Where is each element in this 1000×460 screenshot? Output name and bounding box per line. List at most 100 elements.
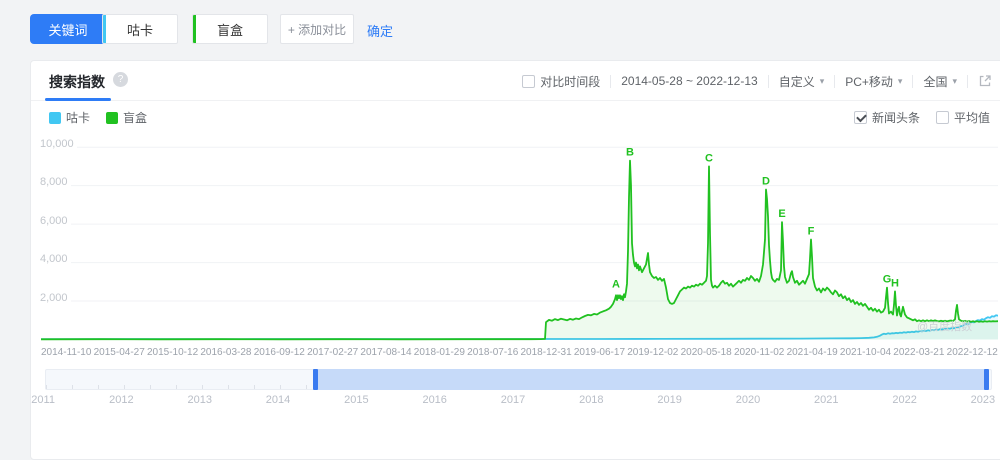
year-label-2015: 2015: [344, 394, 369, 406]
keyword-chip-1-label: 咕卡: [126, 22, 153, 38]
top-toolbar: 关键词 咕卡 盲盒 + 添加对比 确定: [0, 0, 1000, 60]
x-tick-label: 2014-11-10: [41, 347, 92, 358]
export-icon[interactable]: [978, 74, 992, 88]
x-tick-label: 2022-12-12: [946, 347, 998, 358]
series-legend: 咕卡 盲盒: [49, 109, 147, 126]
year-label-2020: 2020: [735, 394, 761, 406]
x-tick-label: 2020-11-02: [733, 347, 785, 358]
legend-swatch-1: [49, 112, 61, 124]
compare-period-control[interactable]: 对比时间段: [522, 73, 600, 90]
custom-dropdown-label: 自定义: [778, 74, 815, 89]
divider: [610, 74, 612, 88]
average-label: 平均值: [953, 111, 990, 125]
watermark: @百度指数: [917, 321, 973, 333]
help-icon[interactable]: ?: [113, 72, 128, 87]
news-headlines-checkbox[interactable]: [853, 111, 867, 124]
peak-label-H: H: [891, 277, 899, 289]
legend-label-2: 盲盒: [123, 111, 148, 125]
keyword-color-bar-2: [193, 15, 196, 43]
timeline-year-labels: 2011 2012 2013 2014 2015 2016 2017 2018 2019 2020…: [31, 394, 995, 408]
x-axis-labels: 2014-11-10 2015-04-27 2015-10-12 2016-03-28…: [41, 347, 998, 358]
compare-period-checkbox[interactable]: [522, 74, 536, 88]
keyword-color-bar-1: [103, 15, 106, 43]
x-tick-label: 2017-02-27: [307, 347, 359, 358]
keyword-chip-1[interactable]: 咕卡: [102, 14, 178, 44]
active-tab-indicator: [45, 98, 111, 101]
legend-item-2[interactable]: 盲盒: [106, 109, 147, 126]
chevron-down-icon: ▾: [952, 75, 957, 86]
year-label-2019: 2019: [657, 394, 682, 406]
series-line-盲盒: [41, 159, 998, 341]
search-index-panel: 搜索指数 ? 对比时间段 2014-05-28 ~ 2022-12-13 自定义…: [30, 60, 1000, 460]
peak-label-A: A: [612, 278, 620, 290]
y-tick-label: 2,000: [37, 291, 71, 305]
overlay-options: 新闻头条 平均值: [853, 109, 990, 126]
legend-row: 咕卡 盲盒 新闻头条 平均值: [31, 101, 1000, 133]
x-tick-label: 2021-10-04: [839, 347, 892, 358]
divider: [967, 74, 968, 88]
region-dropdown[interactable]: 全国 ▾: [923, 73, 957, 90]
y-tick-label: 6,000: [37, 214, 71, 228]
chevron-down-icon: ▾: [897, 75, 903, 86]
y-tick-label: 10,000: [37, 137, 77, 151]
line-chart: A B C D E F G H: [41, 147, 998, 341]
x-tick-label: 2018-07-16: [467, 347, 519, 358]
keyword-chip-2[interactable]: 盲盒: [192, 14, 268, 44]
x-tick-label: 2015-10-12: [146, 347, 199, 358]
x-tick-label: 2018-01-29: [413, 347, 465, 358]
year-label-2016: 2016: [422, 394, 447, 406]
date-range-control[interactable]: 2014-05-28 ~ 2022-12-13: [621, 74, 758, 88]
region-dropdown-label: 全国: [923, 74, 948, 89]
legend-swatch-2: [106, 112, 119, 124]
series-area-盲盒: [41, 160, 998, 340]
slider-handle-right[interactable]: [984, 369, 990, 390]
x-tick-label: 2017-08-14: [360, 347, 412, 358]
timeline-slider[interactable]: [45, 369, 992, 390]
x-tick-label: 2016-03-28: [200, 347, 252, 358]
x-tick-label: 2020-05-18: [680, 347, 732, 358]
year-label-2021: 2021: [814, 394, 839, 406]
x-tick-label: 2018-12-31: [520, 347, 572, 358]
y-tick-label: 4,000: [37, 253, 71, 267]
chevron-down-icon: ▾: [819, 75, 825, 86]
x-tick-label: 2021-04-19: [786, 347, 838, 358]
year-label-2013: 2013: [187, 394, 212, 406]
custom-dropdown[interactable]: 自定义 ▾: [779, 73, 825, 90]
divider: [834, 74, 836, 88]
news-headlines-label: 新闻头条: [871, 111, 920, 125]
slider-selection[interactable]: [315, 369, 988, 390]
legend-label-1: 咕卡: [66, 111, 91, 125]
peak-label-C: C: [705, 152, 713, 164]
x-tick-label: 2019-12-02: [627, 347, 679, 358]
header-controls: 对比时间段 2014-05-28 ~ 2022-12-13 自定义 ▾ PC+移…: [522, 61, 992, 101]
confirm-button[interactable]: 确定: [367, 24, 394, 39]
x-tick-label: 2019-06-17: [573, 347, 626, 358]
peak-label-D: D: [762, 176, 770, 188]
y-tick-label: 8,000: [37, 176, 71, 190]
divider: [767, 74, 769, 88]
year-label-2017: 2017: [500, 394, 526, 406]
year-label-2012: 2012: [109, 394, 134, 406]
series-area-咕卡: [41, 315, 998, 340]
x-tick-label: 2016-09-12: [253, 347, 305, 358]
slider-handle-left[interactable]: [313, 369, 319, 390]
panel-title: 搜索指数: [49, 74, 105, 90]
add-compare-button[interactable]: + 添加对比: [280, 14, 354, 44]
device-dropdown[interactable]: PC+移动 ▾: [845, 73, 902, 90]
legend-item-1[interactable]: 咕卡: [49, 109, 90, 126]
year-label-2011: 2011: [31, 394, 55, 406]
device-dropdown-label: PC+移动: [845, 74, 893, 89]
year-label-2018: 2018: [579, 394, 604, 406]
news-headlines-option[interactable]: 新闻头条: [853, 109, 920, 126]
keyword-button[interactable]: 关键词: [30, 14, 106, 44]
year-label-2014: 2014: [265, 394, 291, 406]
peak-label-G: G: [883, 274, 892, 286]
peak-label-F: F: [808, 226, 815, 238]
compare-period-label: 对比时间段: [540, 74, 601, 89]
average-option[interactable]: 平均值: [935, 109, 990, 126]
peak-label-E: E: [778, 208, 785, 220]
average-checkbox[interactable]: [935, 111, 949, 124]
x-tick-label: 2022-03-21: [893, 347, 945, 358]
keyword-chip-2-label: 盲盒: [216, 22, 243, 38]
